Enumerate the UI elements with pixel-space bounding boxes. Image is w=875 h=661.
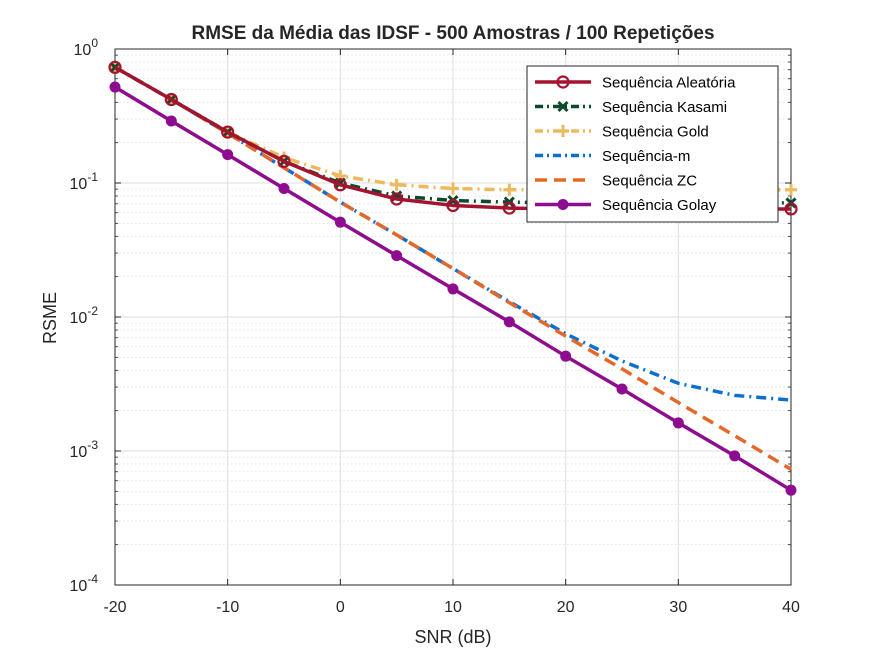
y-tick-label: 10-1 [70,170,99,193]
series-0-point [390,192,404,206]
legend-label: Sequência Aleatória [602,75,736,92]
series-0-point [221,125,235,139]
legend-marker [557,100,569,113]
legend-marker [557,199,569,210]
legend-label: Sequência Golay [602,197,717,214]
series-5-point [447,283,459,295]
series-5-point [278,182,290,194]
y-axis-label: RSME [40,292,60,344]
series-5-point [785,484,797,496]
legend-entry: Sequência Golay [535,197,717,214]
chart-title: RMSE da Média das IDSF - 500 Amostras / … [191,23,714,44]
series-4-line [114,65,792,471]
series-5-point [222,149,234,161]
legend-label: Sequência-m [602,148,690,165]
series-0-point [502,201,516,215]
legend-marker [556,75,570,89]
series-5-point [165,115,177,127]
series-0-point [784,202,798,216]
y-tick-label: 10-2 [70,304,99,327]
series-5-point [560,350,572,362]
series-0-point [108,60,122,74]
legend: Sequência Aleatória Sequência Kasami Sequê… [526,65,779,223]
series-2-point [503,183,516,196]
legend-entry: Sequência Kasami [535,99,727,116]
series-5-point [391,250,403,262]
series-2-point [785,183,797,196]
x-axis-label: SNR (dB) [414,627,491,647]
legend-entry: Sequência Aleatória [535,75,736,92]
x-tick-label: 20 [557,599,575,616]
series-5-point [334,216,346,228]
x-tick-label: -20 [103,599,126,616]
legend-label: Sequência Kasami [602,99,727,116]
legend-entry: Sequência ZC [535,173,697,190]
series-2-point [447,182,459,195]
series-2-point [390,178,403,191]
series-5-point [672,417,684,429]
legend-label: Sequência Gold [602,124,709,141]
series-5-group [109,81,797,496]
series-3-line [114,65,792,402]
series-4-group [114,65,792,471]
legend-entry: Sequência Gold [535,124,709,141]
series-5-point [109,81,121,93]
x-tick-label: 30 [669,599,687,616]
x-tick-label: -10 [216,599,239,616]
series-5-point [729,450,741,462]
series-5-point [503,316,515,328]
series-0-point [164,92,178,107]
x-tick-label: 0 [336,599,345,616]
x-tick-label: 40 [782,599,800,616]
legend-marker [557,125,569,137]
x-tick-label: 10 [444,599,462,616]
y-tick-label: 10-4 [70,572,99,595]
y-tick-label: 10-3 [70,438,99,461]
marker-stroke [557,100,569,113]
series-5-point [616,383,628,395]
legend-entry: Sequência-m [535,148,690,165]
series-0-point [277,154,291,168]
series-0-point [446,198,460,213]
legend-label: Sequência ZC [602,173,697,190]
series-3-group [114,65,792,402]
legend-box [526,65,779,223]
y-tick-label: 100 [74,36,99,59]
series-0-point [333,178,347,192]
